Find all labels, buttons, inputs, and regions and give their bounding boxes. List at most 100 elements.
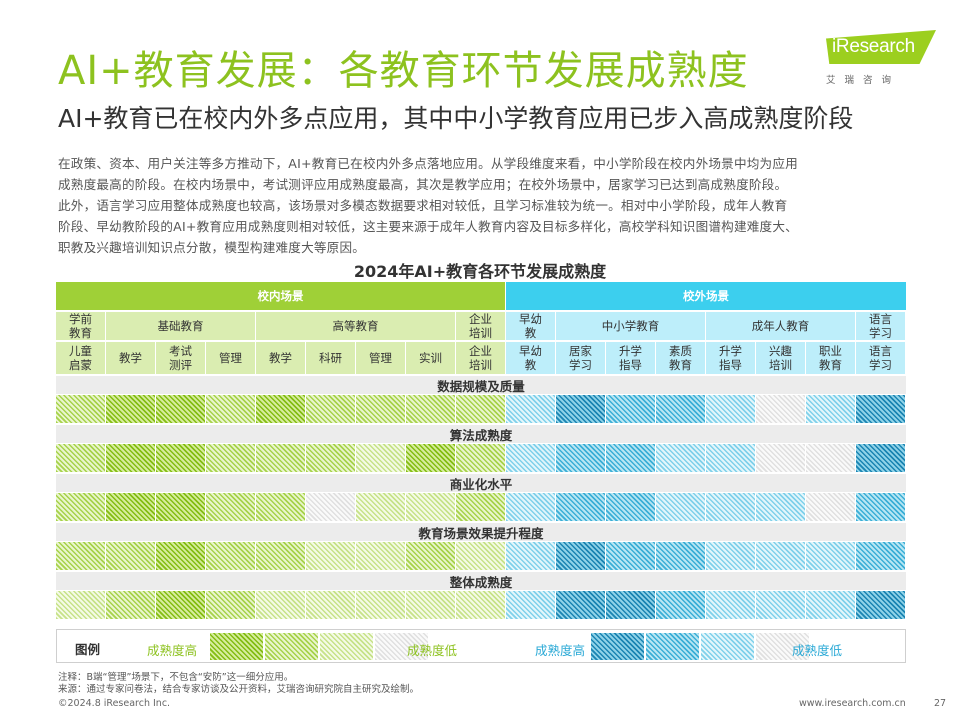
maturity-cell	[156, 542, 205, 570]
maturity-cell	[306, 542, 355, 570]
legend-swatch-blue-2	[646, 633, 699, 660]
maturity-cell	[456, 542, 505, 570]
footer-site: www.iresearch.com.cn	[799, 698, 906, 709]
legend-swatch-blue-4	[756, 633, 809, 660]
scene-header: 教学	[106, 342, 155, 374]
maturity-cell	[406, 493, 455, 521]
maturity-cell	[106, 444, 155, 472]
maturity-cell	[756, 444, 805, 472]
maturity-cell	[756, 493, 805, 521]
maturity-cell	[406, 395, 455, 423]
maturity-cell	[756, 591, 805, 619]
maturity-cell	[706, 493, 755, 521]
dimension-band	[56, 474, 906, 492]
maturity-cell	[806, 542, 855, 570]
dimension-band	[56, 425, 906, 443]
scene-header: 管理	[356, 342, 405, 374]
legend-swatch-blue-1	[591, 633, 644, 660]
maturity-cell	[556, 542, 605, 570]
maturity-cell	[156, 493, 205, 521]
maturity-cell	[856, 395, 905, 423]
dimension-label: 商业化水平	[449, 476, 513, 492]
maturity-cell	[556, 444, 605, 472]
maturity-cell	[406, 542, 455, 570]
maturity-cell	[606, 591, 655, 619]
maturity-cell	[606, 395, 655, 423]
dimension-band	[56, 572, 906, 590]
maturity-cell	[456, 493, 505, 521]
scene-header: 实训	[406, 342, 455, 374]
maturity-cell	[806, 444, 855, 472]
legend-green-low: 成熟度低	[407, 643, 458, 658]
body-line: 此外，语言学习应用整体成熟度也较高，该场景对多模态数据要求相对较低，且学习标准较…	[58, 198, 788, 213]
maturity-cell	[206, 591, 255, 619]
dimension-label: 整体成熟度	[449, 574, 513, 590]
chart-title: 2024年AI+教育各环节发展成熟度	[353, 262, 607, 281]
page-subtitle: AI+教育已在校内外多点应用，其中中小学教育应用已步入高成熟度阶段	[58, 104, 854, 133]
dimension-band	[56, 523, 906, 541]
maturity-cell	[856, 493, 905, 521]
maturity-cell	[256, 444, 305, 472]
maturity-cell	[206, 395, 255, 423]
scene-header: 考试 测评	[156, 342, 205, 374]
scene-header: 职业 教育	[806, 342, 855, 374]
maturity-cell	[306, 493, 355, 521]
maturity-cell	[606, 493, 655, 521]
maturity-cell	[556, 395, 605, 423]
legend-blue-high: 成熟度高	[535, 643, 586, 658]
maturity-cell	[456, 395, 505, 423]
maturity-cell	[356, 444, 405, 472]
maturity-cell	[56, 493, 105, 521]
stage-header: 早幼 教	[506, 312, 555, 340]
maturity-cell	[206, 444, 255, 472]
maturity-cell	[106, 493, 155, 521]
maturity-cell	[856, 542, 905, 570]
maturity-cell	[256, 493, 305, 521]
maturity-cell	[56, 395, 105, 423]
maturity-cell	[56, 542, 105, 570]
maturity-cell	[306, 444, 355, 472]
note-text: 注释：B端“管理”场景下，不包含“安防”这一细分应用。	[58, 672, 294, 683]
maturity-cell	[506, 493, 555, 521]
stage-header: 基础教育	[106, 312, 255, 340]
maturity-cell	[806, 493, 855, 521]
logo-text: iResearch	[832, 36, 915, 57]
body-paragraph: 在政策、资本、用户关注等多方推动下，AI+教育已在校内外多点落地应用。从学段维度…	[58, 153, 908, 258]
maturity-cell	[506, 591, 555, 619]
maturity-cell	[656, 493, 705, 521]
scene-header: 企业 培训	[456, 342, 505, 374]
body-line: 成熟度最高的阶段。在校内场景中，考试测评应用成熟度最高，其次是教学应用；在校外场…	[58, 177, 788, 192]
scene-header: 语言 学习	[856, 342, 905, 374]
maturity-cell	[206, 542, 255, 570]
scene-header: 管理	[206, 342, 255, 374]
maturity-cell	[406, 591, 455, 619]
maturity-cell	[756, 395, 805, 423]
maturity-cell	[706, 591, 755, 619]
body-line: 阶段、早幼教阶段的AI+教育应用成熟度则相对较低，这主要来源于成年人教育内容及目…	[58, 219, 798, 234]
maturity-cell	[356, 395, 405, 423]
dimension-label: 算法成熟度	[449, 427, 513, 443]
maturity-cell	[806, 591, 855, 619]
scene-header: 儿童 启蒙	[56, 342, 105, 374]
maturity-cell	[356, 591, 405, 619]
maturity-cell	[556, 493, 605, 521]
legend-swatch-blue-3	[701, 633, 754, 660]
maturity-cell	[106, 395, 155, 423]
maturity-cell	[656, 591, 705, 619]
stage-header: 成年人教育	[706, 312, 855, 340]
maturity-cell	[406, 444, 455, 472]
legend-swatch-green-4	[375, 633, 428, 660]
maturity-cell	[306, 395, 355, 423]
maturity-cell	[606, 444, 655, 472]
scene-header: 教学	[256, 342, 305, 374]
maturity-cell	[656, 395, 705, 423]
body-line: 在政策、资本、用户关注等多方推动下，AI+教育已在校内外多点落地应用。从学段维度…	[58, 156, 798, 171]
maturity-cell	[506, 395, 555, 423]
legend-blue-low: 成熟度低	[792, 643, 843, 658]
page-title: AI+教育发展：各教育环节发展成熟度	[58, 48, 749, 94]
stage-header: 中小学教育	[556, 312, 705, 340]
legend-title: 图例	[75, 642, 101, 657]
body-line: 职教及兴趣培训知识点分散，模型构建难度大等原因。	[58, 240, 366, 255]
maturity-cell	[206, 493, 255, 521]
